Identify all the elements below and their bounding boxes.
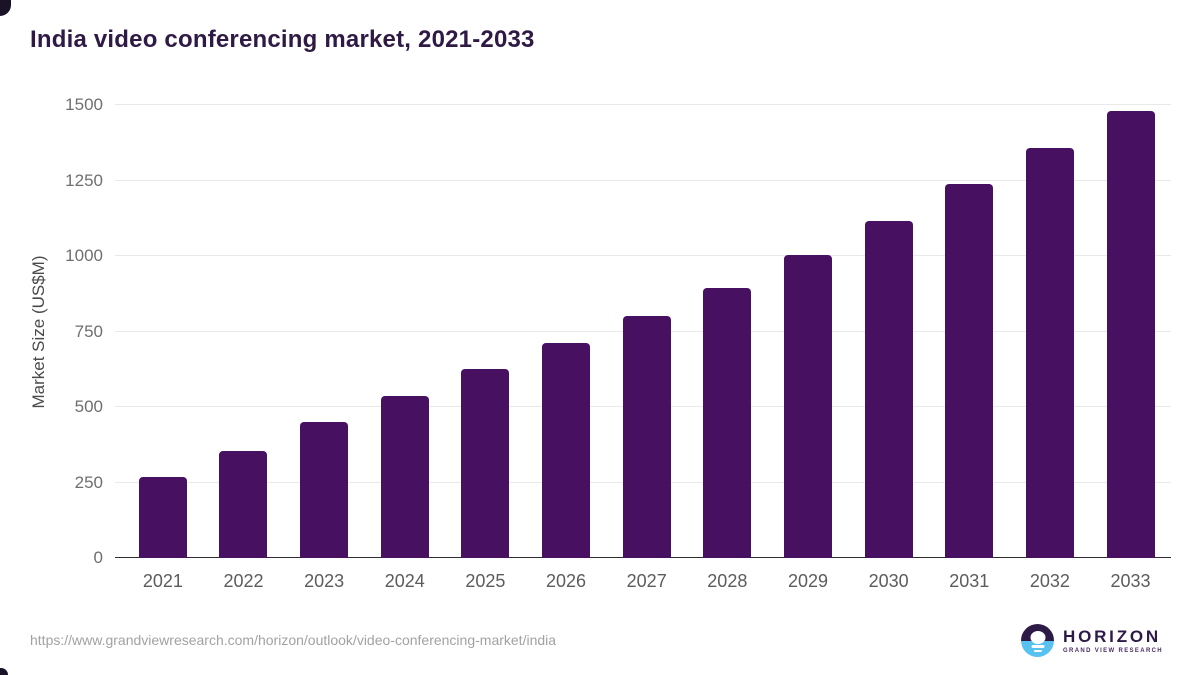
bar-2028 xyxy=(703,287,752,558)
x-tick-label: 2022 xyxy=(223,571,264,591)
x-tick-label: 2032 xyxy=(1029,571,1070,591)
sun-over-horizon-icon xyxy=(1021,624,1054,657)
x-tick-label: 2024 xyxy=(384,571,425,591)
y-tick-label: 500 xyxy=(74,397,103,416)
horizon-logo: HORIZON GRAND VIEW RESEARCH xyxy=(1021,624,1163,657)
bar-2031 xyxy=(945,183,994,558)
y-tick-label: 250 xyxy=(74,472,103,492)
x-tick-label: 2026 xyxy=(546,571,587,591)
gridline xyxy=(115,104,1171,105)
y-tick-label: 0 xyxy=(93,548,103,567)
source-url: https://www.grandviewresearch.com/horizo… xyxy=(30,632,557,648)
icon-sea-half xyxy=(1021,640,1054,657)
gridline xyxy=(115,179,1171,181)
icon-reflection-line xyxy=(1033,649,1042,652)
x-tick-label: 2029 xyxy=(787,571,828,591)
bar-2027 xyxy=(622,316,671,558)
plot-area: 2021 2022 2023 2024 2025 2026 2027 2028 2029 2030… xyxy=(115,104,1171,591)
page-title: India video conferencing market, 2021-20… xyxy=(30,26,535,53)
x-tick-label: 2030 xyxy=(868,571,909,591)
gridline xyxy=(115,255,1171,256)
x-tick-label: 2023 xyxy=(304,571,345,591)
icon-sun xyxy=(1030,631,1045,644)
y-tick-label: 1250 xyxy=(65,170,103,190)
bar-2022 xyxy=(219,450,268,558)
y-tick-label: 1000 xyxy=(65,246,103,265)
bar-2030 xyxy=(864,220,913,558)
logo-tagline: GRAND VIEW RESEARCH xyxy=(1063,647,1163,654)
icon-reflection-line xyxy=(1031,645,1044,648)
bar-2023 xyxy=(300,421,349,558)
bar-2024 xyxy=(380,395,429,558)
bar-2025 xyxy=(461,368,510,558)
y-tick-label: 1500 xyxy=(65,95,103,114)
x-tick-label: 2021 xyxy=(142,571,183,591)
corner-artifact-bottom-left xyxy=(0,668,8,675)
bar-2026 xyxy=(542,342,591,558)
bar-2032 xyxy=(1025,148,1074,558)
x-tick-label: 2033 xyxy=(1110,571,1151,591)
y-axis-tick-labels: 0 250 500 750 1000 1250 1500 xyxy=(40,96,103,567)
corner-artifact-top-left xyxy=(0,0,11,16)
logo-name: HORIZON xyxy=(1063,626,1161,646)
bar-2021 xyxy=(138,477,187,558)
y-tick-label: 750 xyxy=(74,321,103,341)
x-tick-label: 2027 xyxy=(626,571,667,591)
x-tick-label: 2031 xyxy=(949,571,990,591)
x-tick-label: 2028 xyxy=(707,571,748,591)
logo-text-block: HORIZON GRAND VIEW RESEARCH xyxy=(1063,628,1163,654)
x-tick-label: 2025 xyxy=(465,571,506,591)
bar-2029 xyxy=(783,255,832,558)
bar-2033 xyxy=(1106,110,1155,558)
